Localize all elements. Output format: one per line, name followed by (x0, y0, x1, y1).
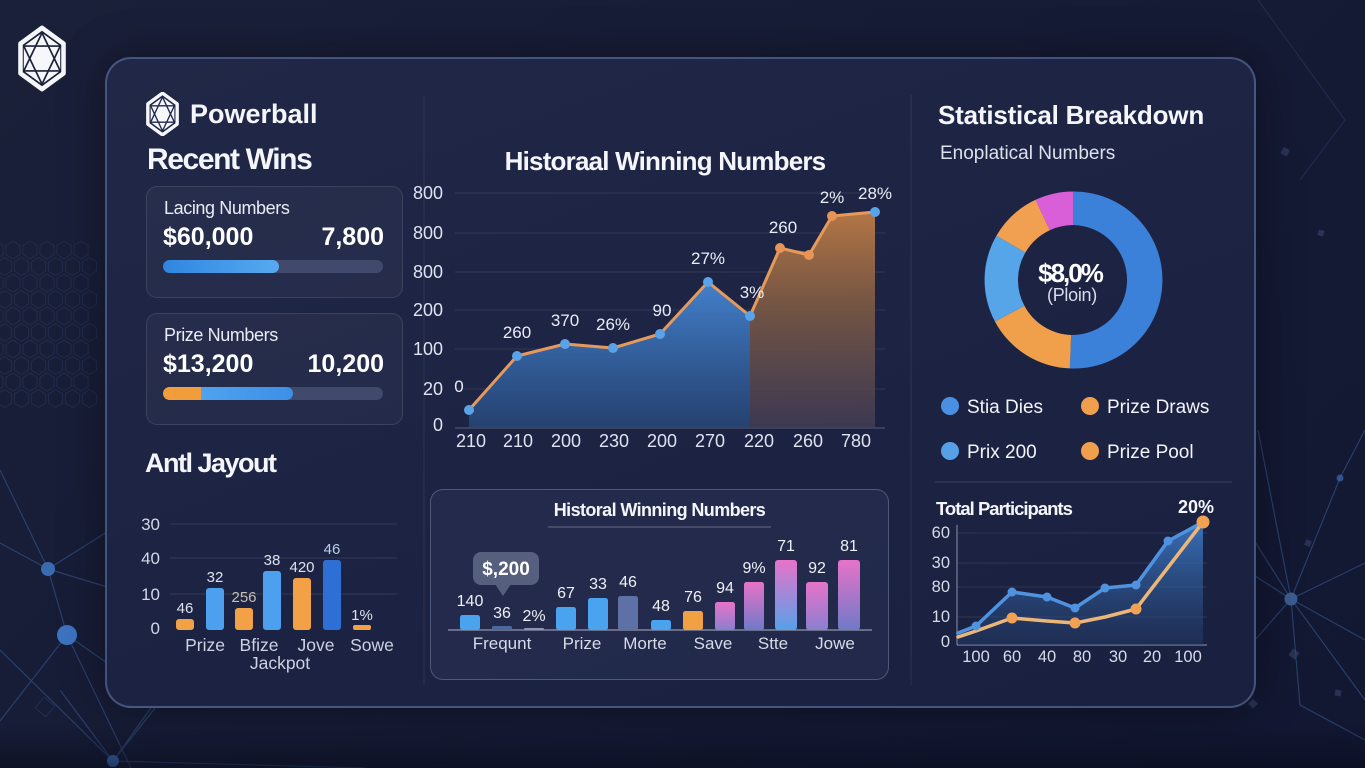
svg-text:140: 140 (457, 593, 484, 610)
svg-text:46: 46 (324, 541, 341, 558)
svg-text:800: 800 (413, 262, 443, 282)
svg-text:780: 780 (841, 431, 871, 451)
svg-text:Prize: Prize (563, 634, 602, 653)
svg-text:2%: 2% (820, 188, 845, 207)
svg-text:Prize: Prize (185, 635, 225, 655)
svg-text:Prize Draws: Prize Draws (1107, 397, 1209, 418)
svg-text:200: 200 (551, 431, 581, 451)
svg-text:36: 36 (493, 605, 511, 622)
svg-text:210: 210 (456, 431, 486, 451)
svg-text:260: 260 (793, 431, 823, 451)
svg-text:48: 48 (652, 598, 670, 615)
svg-text:2%: 2% (522, 608, 545, 625)
svg-text:30: 30 (932, 554, 950, 572)
svg-text:100: 100 (962, 648, 990, 666)
svg-text:33: 33 (589, 576, 607, 593)
svg-text:30: 30 (1109, 648, 1127, 666)
svg-text:256: 256 (231, 589, 256, 606)
svg-text:270: 270 (695, 431, 725, 451)
svg-text:0: 0 (941, 633, 950, 651)
svg-text:$,200: $,200 (482, 559, 530, 580)
svg-text:46: 46 (619, 574, 637, 591)
svg-text:38: 38 (264, 552, 281, 569)
svg-text:230: 230 (599, 431, 629, 451)
svg-text:0: 0 (433, 415, 443, 435)
svg-text:800: 800 (413, 223, 443, 243)
svg-text:32: 32 (207, 569, 224, 586)
svg-text:28%: 28% (858, 184, 892, 203)
svg-text:10: 10 (141, 585, 160, 604)
svg-text:Stte: Stte (758, 634, 788, 653)
svg-text:210: 210 (503, 431, 533, 451)
svg-text:30: 30 (141, 515, 160, 534)
svg-text:Prix 200: Prix 200 (967, 442, 1037, 463)
svg-text:20: 20 (1143, 648, 1161, 666)
svg-text:260: 260 (769, 218, 797, 237)
svg-text:200: 200 (413, 300, 443, 320)
svg-text:90: 90 (653, 301, 672, 320)
svg-text:0: 0 (454, 377, 463, 396)
svg-text:420: 420 (289, 559, 314, 576)
svg-text:800: 800 (413, 183, 443, 203)
svg-text:100: 100 (413, 339, 443, 359)
svg-text:200: 200 (647, 431, 677, 451)
svg-text:40: 40 (1038, 648, 1056, 666)
svg-text:27%: 27% (691, 249, 725, 268)
svg-text:26%: 26% (596, 315, 630, 334)
svg-text:Bfize: Bfize (240, 635, 279, 655)
svg-text:10: 10 (932, 608, 950, 626)
svg-text:$8,0%: $8,0% (1038, 258, 1104, 288)
svg-text:1%: 1% (351, 607, 373, 624)
svg-text:80: 80 (932, 578, 950, 596)
svg-text:Prize Pool: Prize Pool (1107, 442, 1194, 463)
svg-text:92: 92 (808, 560, 826, 577)
svg-text:67: 67 (557, 585, 575, 602)
svg-text:100: 100 (1174, 648, 1202, 666)
svg-text:220: 220 (744, 431, 774, 451)
svg-text:(Ploin): (Ploin) (1047, 285, 1097, 305)
svg-text:46: 46 (177, 600, 194, 617)
svg-text:Save: Save (694, 634, 733, 653)
svg-text:20: 20 (423, 379, 443, 399)
svg-text:40: 40 (141, 549, 160, 568)
svg-text:0: 0 (151, 619, 160, 638)
svg-text:60: 60 (1003, 648, 1021, 666)
svg-text:76: 76 (684, 589, 702, 606)
svg-text:80: 80 (1073, 648, 1091, 666)
svg-text:370: 370 (551, 311, 579, 330)
svg-text:9%: 9% (742, 560, 765, 577)
svg-text:Jackpot: Jackpot (250, 653, 310, 673)
svg-text:Morte: Morte (623, 634, 666, 653)
svg-text:60: 60 (932, 524, 950, 542)
svg-text:3%: 3% (740, 283, 765, 302)
svg-text:71: 71 (777, 538, 795, 555)
svg-text:94: 94 (716, 580, 734, 597)
svg-text:Frequnt: Frequnt (473, 634, 532, 653)
svg-text:81: 81 (840, 538, 858, 555)
svg-text:Sowe: Sowe (350, 635, 394, 655)
svg-text:260: 260 (503, 323, 531, 342)
svg-text:Jove: Jove (298, 635, 335, 655)
svg-text:Jowe: Jowe (815, 634, 855, 653)
svg-text:Stia Dies: Stia Dies (967, 397, 1043, 418)
